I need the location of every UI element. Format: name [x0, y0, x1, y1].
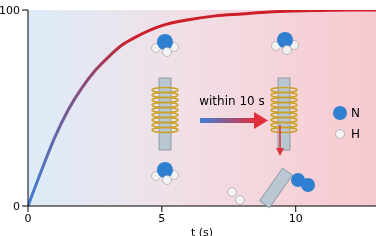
svg-text:5: 5 — [158, 212, 165, 225]
svg-text:H: H — [351, 127, 360, 141]
svg-text:N: N — [351, 106, 360, 120]
svg-text:100: 100 — [8, 4, 20, 17]
svg-text:0: 0 — [25, 212, 32, 225]
svg-text:within 10 s: within 10 s — [199, 94, 265, 108]
svg-text:10: 10 — [289, 212, 303, 225]
svg-text:0: 0 — [13, 200, 20, 213]
svg-text:t (s): t (s) — [191, 226, 213, 236]
